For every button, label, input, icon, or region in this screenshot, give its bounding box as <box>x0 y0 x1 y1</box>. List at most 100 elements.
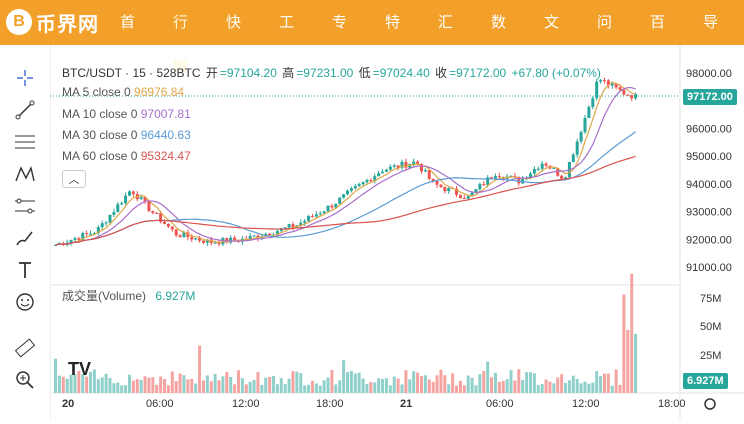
measure-icon[interactable] <box>12 193 38 219</box>
candle-body <box>217 242 221 245</box>
ma5-value: 96976.84 <box>134 85 185 99</box>
ruler-icon[interactable] <box>12 335 38 361</box>
candle-body <box>455 188 459 195</box>
nav-item-8[interactable]: 文章 <box>544 14 560 76</box>
nav-item-11[interactable]: 导航 <box>703 14 719 76</box>
collapse-legend-button[interactable]: ︿ <box>62 170 86 188</box>
volume-bar <box>497 381 501 393</box>
nav-item-3[interactable]: 工具 <box>279 14 295 76</box>
price-chart[interactable]: 98000.0097000.0096000.0095000.0094000.00… <box>50 45 744 419</box>
close-label: 收 <box>435 66 448 80</box>
volume-bar <box>92 369 96 393</box>
candle-body <box>112 212 116 215</box>
gear-icon[interactable] <box>704 398 716 410</box>
candle-body <box>174 229 178 236</box>
brand-logo[interactable]: B 币界网 <box>6 8 99 36</box>
candle-body <box>252 235 256 237</box>
nav-item-2[interactable]: 快讯 <box>226 14 242 76</box>
pattern-icon[interactable] <box>12 161 38 187</box>
volume-bar <box>373 382 377 393</box>
candle-body <box>229 237 233 243</box>
candle-body <box>396 165 400 168</box>
nav-item-10[interactable]: 百科 <box>650 14 666 76</box>
volume-bar <box>201 380 205 393</box>
volume-bar <box>279 378 283 393</box>
volume-bar <box>65 378 69 393</box>
candle-body <box>622 90 626 95</box>
nav-item-5[interactable]: 特约 <box>385 14 401 76</box>
candle-body <box>377 173 381 177</box>
candle-body <box>618 87 622 91</box>
volume-bar <box>528 372 532 393</box>
volume-bar <box>361 378 365 393</box>
nav-item-0[interactable]: 首页 <box>120 14 136 76</box>
ma10-label: MA 10 close 0 <box>62 107 138 121</box>
volume-bar <box>120 385 124 393</box>
candle-body <box>412 161 416 165</box>
candle-body <box>591 98 595 107</box>
volume-bar <box>108 377 112 393</box>
volume-bar <box>85 376 89 393</box>
volume-bar <box>517 369 521 393</box>
trendline-icon[interactable] <box>12 97 38 123</box>
volume-legend[interactable]: 成交量(Volume) 6.927M <box>62 287 195 304</box>
volume-bar <box>77 370 81 393</box>
volume-bar <box>490 377 494 393</box>
candle-body <box>178 235 182 238</box>
candle-body <box>287 224 291 228</box>
volume-bar <box>256 372 260 393</box>
nav-item-6[interactable]: 汇率 <box>438 14 454 76</box>
candle-body <box>478 184 482 190</box>
ma5-legend[interactable]: MA 5 close 0 96976.84 <box>62 85 184 99</box>
volume-bar <box>225 371 229 393</box>
volume-bar <box>229 376 233 393</box>
nav-item-4[interactable]: 专题 <box>332 14 348 76</box>
candle-body <box>299 222 303 226</box>
ohlc-legend: BTC/USDT · 15 · 528BTC 开 =97104.20 高 =9723… <box>62 64 603 81</box>
text-icon[interactable] <box>12 257 38 283</box>
volume-bar <box>198 345 202 393</box>
crosshair-icon[interactable] <box>12 65 38 91</box>
candle-body <box>447 188 451 192</box>
volume-bar <box>287 378 291 393</box>
volume-bar <box>124 385 128 393</box>
candle-body <box>166 223 170 227</box>
emoji-icon[interactable] <box>12 289 38 315</box>
chart-area[interactable]: 98000.0097000.0096000.0095000.0094000.00… <box>50 45 744 419</box>
volume-bar <box>599 376 603 393</box>
nav-item-7[interactable]: 数据 <box>491 14 507 76</box>
zoom-icon[interactable] <box>12 367 38 393</box>
candle-body <box>182 232 186 238</box>
ma30-label: MA 30 close 0 <box>62 128 138 142</box>
candle-body <box>104 222 108 224</box>
brush-icon[interactable] <box>12 225 38 251</box>
ma60-value: 95324.47 <box>140 149 191 163</box>
time-axis-label: 18:00 <box>658 398 686 410</box>
low-label: 低 <box>358 66 371 80</box>
candle-body <box>521 178 525 184</box>
candle-body <box>151 211 155 214</box>
candle-body <box>314 214 318 217</box>
volume-bar <box>505 379 509 393</box>
symbol-label[interactable]: BTC/USDT · 15 · 528BTC <box>62 66 201 80</box>
volume-bar <box>205 375 209 393</box>
candle-body <box>630 95 634 99</box>
volume-bar <box>470 377 474 393</box>
volume-bar <box>159 376 163 393</box>
candle-body <box>493 176 497 179</box>
ma30-legend[interactable]: MA 30 close 0 96440.63 <box>62 128 191 142</box>
price-axis-label: 98000.00 <box>686 68 732 80</box>
ma60-legend[interactable]: MA 60 close 0 95324.47 <box>62 149 191 163</box>
candle-body <box>587 106 591 118</box>
ma5-label: MA 5 close 0 <box>62 85 131 99</box>
candle-body <box>303 220 307 223</box>
volume-bar <box>186 379 190 393</box>
ma10-legend[interactable]: MA 10 close 0 97007.81 <box>62 107 191 121</box>
nav-item-1[interactable]: 行情 <box>173 14 189 76</box>
fib-icon[interactable] <box>12 129 38 155</box>
nav-item-9[interactable]: 问答 <box>597 14 613 76</box>
volume-bar <box>630 273 634 393</box>
volume-axis-label: 50M <box>700 321 721 333</box>
high-value: =97231.00 <box>296 66 354 80</box>
volume-bar <box>622 294 626 393</box>
